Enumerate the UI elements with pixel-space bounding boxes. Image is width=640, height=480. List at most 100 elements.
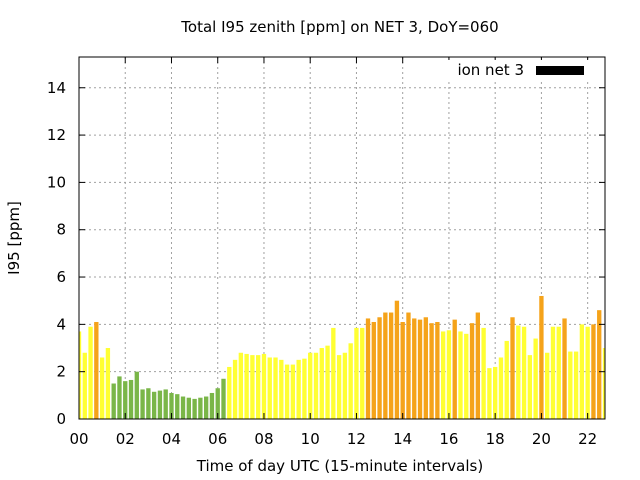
bar <box>475 312 481 419</box>
bar <box>406 312 411 419</box>
y-tick-label: 12 <box>47 126 66 144</box>
bar <box>464 333 469 419</box>
bar <box>319 348 324 419</box>
bar <box>412 318 417 419</box>
bar <box>493 366 498 419</box>
legend: ion net 3 <box>448 60 598 80</box>
bar <box>360 327 365 419</box>
bar <box>597 310 602 419</box>
bar <box>94 321 99 419</box>
bar <box>469 323 475 419</box>
x-tick-label: 10 <box>301 430 320 448</box>
y-tick-label: 8 <box>56 221 66 239</box>
bar <box>134 371 139 419</box>
bar <box>128 379 134 419</box>
bar <box>521 326 527 419</box>
x-tick-label: 12 <box>347 430 366 448</box>
bar <box>232 359 238 419</box>
x-tick-label: 02 <box>116 430 135 448</box>
y-tick-label: 6 <box>56 268 66 286</box>
bar <box>99 357 105 419</box>
bar <box>562 318 567 419</box>
x-tick-label: 20 <box>532 430 551 448</box>
bar <box>550 326 556 419</box>
bar <box>539 295 544 419</box>
y-tick-label: 0 <box>56 410 66 428</box>
x-tick-label: 18 <box>486 430 505 448</box>
bar <box>533 338 538 419</box>
bar <box>227 366 232 419</box>
x-tick-label: 16 <box>439 430 458 448</box>
bar <box>371 321 376 419</box>
x-axis-label: Time of day UTC (15-minute intervals) <box>196 457 483 475</box>
bar <box>400 321 405 419</box>
bar <box>79 331 82 419</box>
bar <box>510 317 515 419</box>
bar <box>261 353 267 419</box>
bar <box>146 388 151 419</box>
bar <box>568 351 573 419</box>
bar <box>527 355 533 419</box>
bar <box>192 398 197 419</box>
bar <box>250 355 255 419</box>
bar <box>585 326 590 419</box>
bar <box>221 378 226 419</box>
bar <box>458 331 463 419</box>
bar <box>163 389 168 419</box>
x-tick-label: 08 <box>254 430 273 448</box>
x-tick-label: 22 <box>578 430 597 448</box>
bar <box>88 326 93 419</box>
bar <box>429 323 434 419</box>
bar <box>175 394 180 419</box>
bar <box>151 391 157 419</box>
bar <box>325 345 330 419</box>
bar <box>573 351 579 419</box>
bar <box>388 312 394 419</box>
plot-frame <box>78 56 606 420</box>
bar <box>180 396 186 419</box>
bar <box>504 340 509 419</box>
bar <box>377 317 382 419</box>
bar <box>313 352 319 419</box>
bar <box>82 352 87 419</box>
x-tick-label: 00 <box>69 430 88 448</box>
bar <box>157 390 163 419</box>
bar <box>215 388 220 419</box>
bar <box>336 355 342 419</box>
y-tick-label: 2 <box>56 363 66 381</box>
bar <box>591 324 596 419</box>
bar <box>516 325 521 419</box>
bar <box>169 392 174 419</box>
x-tick-label: 06 <box>208 430 227 448</box>
bar <box>481 327 486 419</box>
bar <box>117 376 122 419</box>
bar <box>238 352 244 419</box>
bar <box>354 327 359 419</box>
bar <box>296 359 301 419</box>
bar <box>302 358 307 419</box>
bar <box>198 397 203 419</box>
bar <box>383 312 388 419</box>
bar <box>279 359 284 419</box>
bar <box>244 353 249 419</box>
legend-swatch <box>536 66 584 75</box>
bar <box>186 397 191 419</box>
bar <box>394 300 400 419</box>
x-tick-label: 04 <box>162 430 181 448</box>
bar <box>452 319 457 419</box>
chart-title: Total I95 zenith [ppm] on NET 3, DoY=060 <box>180 18 498 36</box>
bar <box>446 330 452 419</box>
bar <box>267 357 272 419</box>
bar <box>209 392 215 419</box>
bar <box>105 348 111 419</box>
bar <box>123 381 128 419</box>
x-tick-label: 14 <box>393 430 412 448</box>
bar <box>111 383 116 419</box>
bar <box>331 327 336 419</box>
bar <box>417 319 423 419</box>
bar <box>556 326 561 419</box>
bar <box>348 343 353 419</box>
bar <box>435 321 440 419</box>
y-tick-label: 10 <box>47 173 66 191</box>
